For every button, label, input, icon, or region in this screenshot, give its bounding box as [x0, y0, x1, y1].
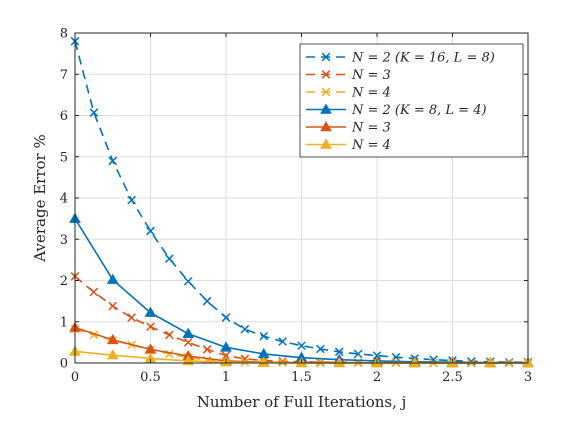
data-point — [316, 344, 325, 354]
legend-marker-swatch — [320, 138, 332, 149]
x-tick-label: 3 — [524, 370, 532, 385]
y-tick-label: 0 — [60, 357, 68, 372]
legend-marker-swatch — [321, 70, 331, 79]
legend-label: N = 3 — [351, 121, 391, 136]
legend-item: N = 4 — [306, 86, 391, 101]
data-point — [278, 337, 287, 346]
legend-marker-swatch — [320, 103, 332, 114]
data-point — [333, 356, 346, 368]
y-tick-label: 4 — [60, 192, 68, 207]
y-tick-label: 6 — [60, 109, 68, 124]
data-point — [297, 341, 306, 351]
legend-item: N = 3 — [306, 68, 391, 83]
data-point — [146, 226, 155, 236]
data-point — [353, 349, 363, 359]
data-point — [240, 324, 250, 334]
data-point — [146, 322, 155, 332]
data-point — [89, 287, 99, 297]
data-point — [89, 108, 99, 117]
data-point — [202, 345, 212, 354]
data-point — [108, 301, 118, 311]
x-tick-label: 0 — [71, 370, 79, 385]
data-point — [144, 306, 157, 317]
legend-marker-swatch — [320, 120, 332, 132]
legend-label: N = 4 — [351, 138, 391, 153]
data-point — [221, 313, 231, 322]
legend-box — [299, 43, 524, 158]
data-point — [408, 356, 421, 368]
legend-item: N = 4 — [306, 138, 391, 153]
legend-item: N = 3 — [306, 121, 391, 136]
data-point — [183, 276, 193, 286]
legend-marker-swatch — [321, 52, 331, 62]
x-tick-label: 0.5 — [140, 370, 161, 385]
legend-label: N = 2 (K = 16, L = 8) — [351, 51, 495, 66]
y-tick-label: 7 — [60, 68, 68, 83]
data-point — [106, 273, 119, 284]
data-point — [484, 356, 497, 368]
data-point — [106, 349, 119, 360]
legend-marker-swatch — [321, 87, 331, 97]
x-tick-label: 1.5 — [291, 370, 312, 385]
data-point — [334, 347, 344, 357]
data-point — [182, 327, 195, 338]
data-point — [106, 333, 119, 345]
y-tick-label: 1 — [60, 315, 68, 330]
data-point — [165, 349, 174, 359]
legend-label: N = 4 — [351, 86, 391, 101]
data-point — [165, 330, 174, 340]
legend: N = 2 (K = 16, L = 8) N = 3 N = 4 N = 2 (K … — [299, 43, 524, 158]
data-point — [202, 296, 212, 306]
data-point — [127, 313, 136, 322]
axis-ticks: 0 0.5 1 1.5 2 2.5 3 0 1 2 3 4 5 6 7 8 — [60, 27, 532, 386]
legend-item: N = 2 (K = 16, L = 8) — [306, 51, 495, 66]
data-point — [278, 357, 287, 366]
y-tick-label: 2 — [60, 274, 68, 289]
data-point — [127, 195, 136, 205]
y-tick-label: 3 — [60, 233, 68, 248]
legend-item: N = 2 (K = 8, L = 4) — [306, 103, 487, 118]
x-tick-label: 2.5 — [442, 370, 463, 385]
y-tick-label: 5 — [60, 150, 68, 165]
legend-label: N = 2 (K = 8, L = 4) — [351, 103, 487, 118]
legend-label: N = 3 — [351, 68, 391, 83]
data-point — [183, 338, 193, 347]
data-point — [259, 331, 269, 341]
data-point — [165, 254, 174, 263]
data-point — [257, 356, 270, 367]
y-tick-label: 8 — [60, 27, 68, 42]
y-axis-label: Average Error % — [31, 134, 49, 262]
x-axis-label: Number of Full Iterations, j — [197, 393, 407, 411]
data-point — [467, 357, 476, 366]
data-point — [220, 341, 232, 352]
x-tick-label: 1 — [222, 370, 230, 385]
data-point — [108, 156, 118, 166]
x-tick-label: 2 — [373, 370, 381, 385]
